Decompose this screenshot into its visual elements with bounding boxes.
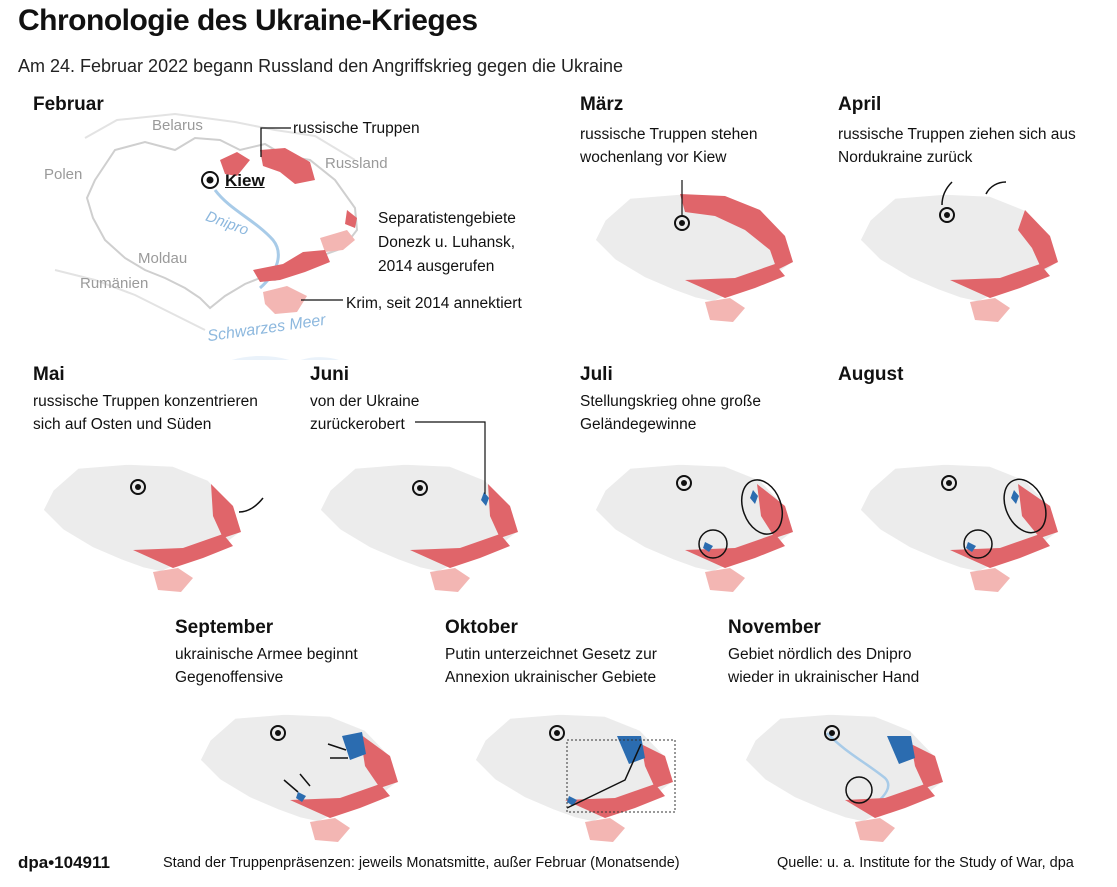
caption-mai-1: russische Truppen konzentrieren	[33, 393, 258, 410]
month-september: September	[175, 617, 274, 638]
label-separatisten-2: Donezk u. Luhansk,	[378, 234, 516, 251]
february-map	[54, 112, 359, 360]
page-title: Chronologie des Ukraine-Krieges	[18, 4, 478, 37]
map-juni	[319, 421, 519, 592]
map-august	[859, 463, 1059, 592]
label-separatisten-1: Separatistengebiete	[378, 210, 516, 227]
caption-maerz-2: wochenlang vor Kiew	[580, 149, 727, 166]
page-subtitle: Am 24. Februar 2022 begann Russland den …	[18, 56, 624, 76]
caption-april-1: russische Truppen ziehen sich aus	[838, 126, 1076, 143]
neighbour-borders	[54, 112, 356, 331]
month-oktober: Oktober	[445, 617, 518, 638]
caption-september-2: Gegenoffensive	[175, 669, 284, 686]
caption-november-1: Gebiet nördlich des Dnipro	[728, 646, 912, 663]
label-russische-truppen: russische Truppen	[293, 120, 420, 137]
month-april: April	[838, 94, 882, 115]
black-sea-shape	[232, 356, 339, 360]
occupied-north-west	[220, 152, 250, 176]
month-august: August	[838, 364, 904, 385]
caption-juli-1: Stellungskrieg ohne große	[580, 393, 761, 410]
map-november	[744, 713, 944, 842]
kiew-marker-inner	[206, 176, 214, 184]
map-oktober	[474, 713, 676, 842]
label-polen: Polen	[44, 166, 83, 183]
map-maerz	[594, 180, 794, 322]
month-juni: Juni	[310, 364, 350, 385]
caption-april-2: Nordukraine zurück	[838, 149, 973, 166]
caption-juni-1: von der Ukraine	[310, 393, 420, 410]
caption-juni-2: zurückerobert	[310, 416, 405, 433]
caption-november-2: wieder in ukrainischer Hand	[728, 669, 920, 686]
occupied-south	[253, 250, 330, 282]
map-april	[859, 181, 1059, 322]
footer-note: Stand der Truppenpräsenzen: jeweils Mona…	[163, 855, 680, 871]
label-belarus: Belarus	[152, 117, 203, 134]
label-russland: Russland	[325, 155, 388, 172]
month-mai: Mai	[33, 364, 65, 385]
label-kiew: Kiew	[225, 171, 265, 190]
caption-maerz-1: russische Truppen stehen	[580, 126, 758, 143]
caption-september-1: ukrainische Armee beginnt	[175, 646, 358, 663]
occupied-north-east	[260, 148, 315, 184]
occupied-east	[345, 210, 357, 228]
dpa-id: dpa•104911	[18, 853, 110, 872]
kiew-marker-outer	[201, 171, 219, 189]
label-separatisten-3: 2014 ausgerufen	[378, 258, 495, 275]
label-rumaenien: Rumänien	[80, 275, 149, 292]
caption-oktober-2: Annexion ukrainischer Gebiete	[445, 669, 657, 686]
month-juli: Juli	[580, 364, 613, 385]
label-moldau: Moldau	[138, 250, 188, 267]
caption-oktober-1: Putin unterzeichnet Gesetz zur	[445, 646, 657, 663]
month-february: Februar	[33, 94, 104, 115]
month-maerz: März	[580, 94, 624, 115]
footer-source: Quelle: u. a. Institute for the Study of…	[777, 855, 1074, 871]
caption-juli-2: Geländegewinne	[580, 416, 697, 433]
caption-mai-2: sich auf Osten und Süden	[33, 416, 212, 433]
crimea-shape	[263, 286, 307, 314]
leader-troops	[260, 127, 291, 157]
map-juli	[594, 463, 794, 592]
month-november: November	[728, 617, 821, 638]
map-september	[199, 713, 399, 842]
map-mai	[42, 463, 264, 592]
label-krim: Krim, seit 2014 annektiert	[346, 295, 522, 312]
separatist-area	[320, 230, 355, 252]
